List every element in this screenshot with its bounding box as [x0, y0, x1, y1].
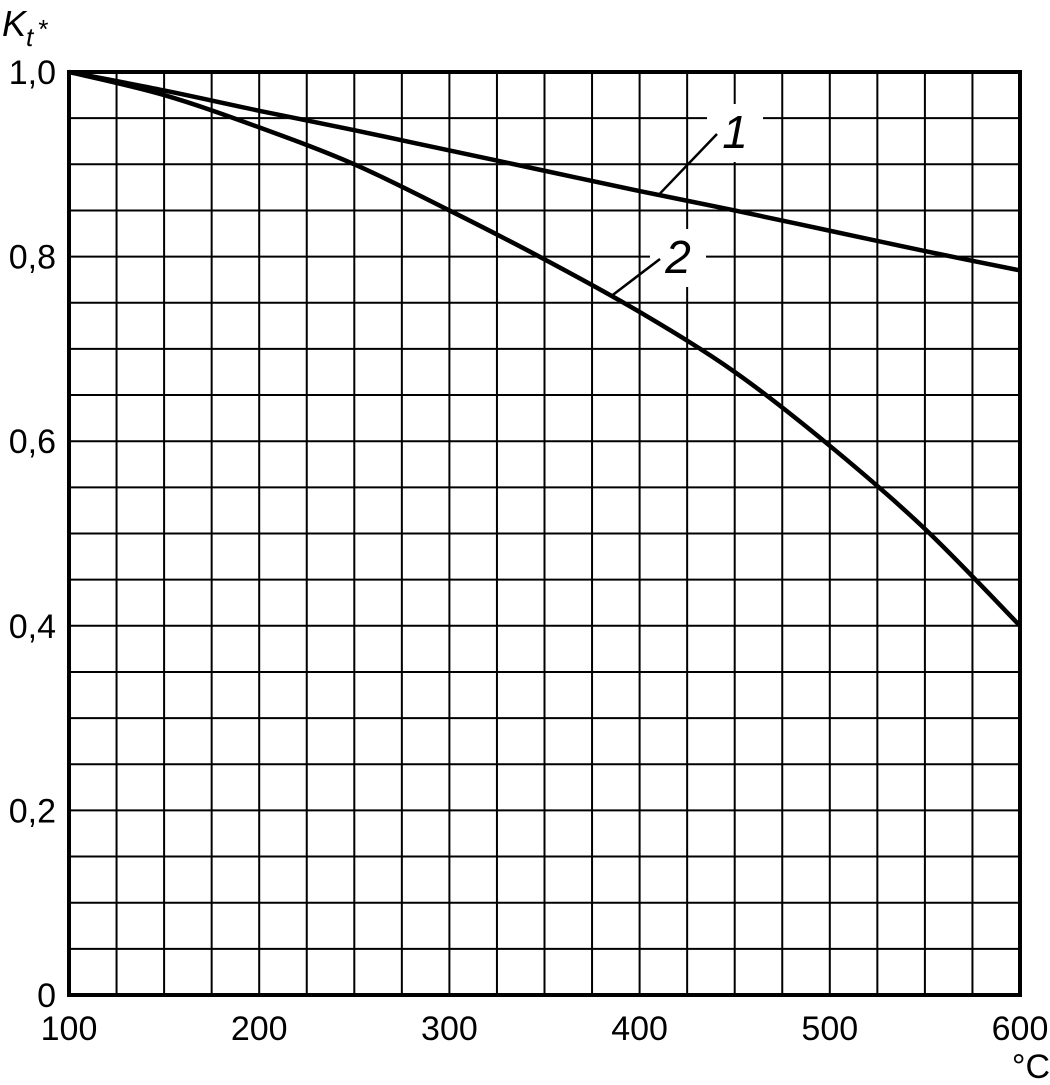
plot-frame	[67, 70, 1022, 997]
series-layer	[68, 69, 1022, 628]
y-tick-label: 0	[37, 977, 56, 1015]
x-tick-label: 300	[421, 1010, 478, 1048]
y-tick-label: 0,2	[9, 792, 56, 830]
curve-label-1: 1	[722, 106, 748, 158]
y-tick-label: 0,8	[9, 239, 56, 277]
curve-labels: 12	[610, 104, 763, 298]
y-tick-label: 0,6	[9, 423, 56, 461]
curve-label-leader	[610, 258, 661, 298]
curve-label-2: 2	[664, 231, 691, 283]
x-tick-label: 600	[992, 1010, 1049, 1048]
x-tick-label: 200	[231, 1010, 288, 1048]
curve-label-backing	[707, 104, 763, 162]
y-tick-labels: 0 0,2 0,4 0,6 0,8 1,0	[9, 54, 56, 1015]
series-line-2	[68, 69, 1022, 628]
curve-label-leader	[657, 133, 718, 196]
curve-label-backing	[650, 229, 706, 287]
grid	[69, 72, 1020, 995]
x-tick-label: 400	[611, 1010, 668, 1048]
x-tick-labels: 100 200 300 400 500 600	[41, 1010, 1049, 1048]
x-tick-label: 500	[801, 1010, 858, 1048]
y-axis-label: Kt *	[2, 3, 48, 52]
x-axis-label: °C	[1012, 1048, 1050, 1085]
y-tick-label: 1,0	[9, 54, 56, 92]
y-tick-label: 0,4	[9, 608, 56, 646]
series-line-1	[68, 69, 1021, 273]
x-tick-label: 100	[41, 1010, 98, 1048]
